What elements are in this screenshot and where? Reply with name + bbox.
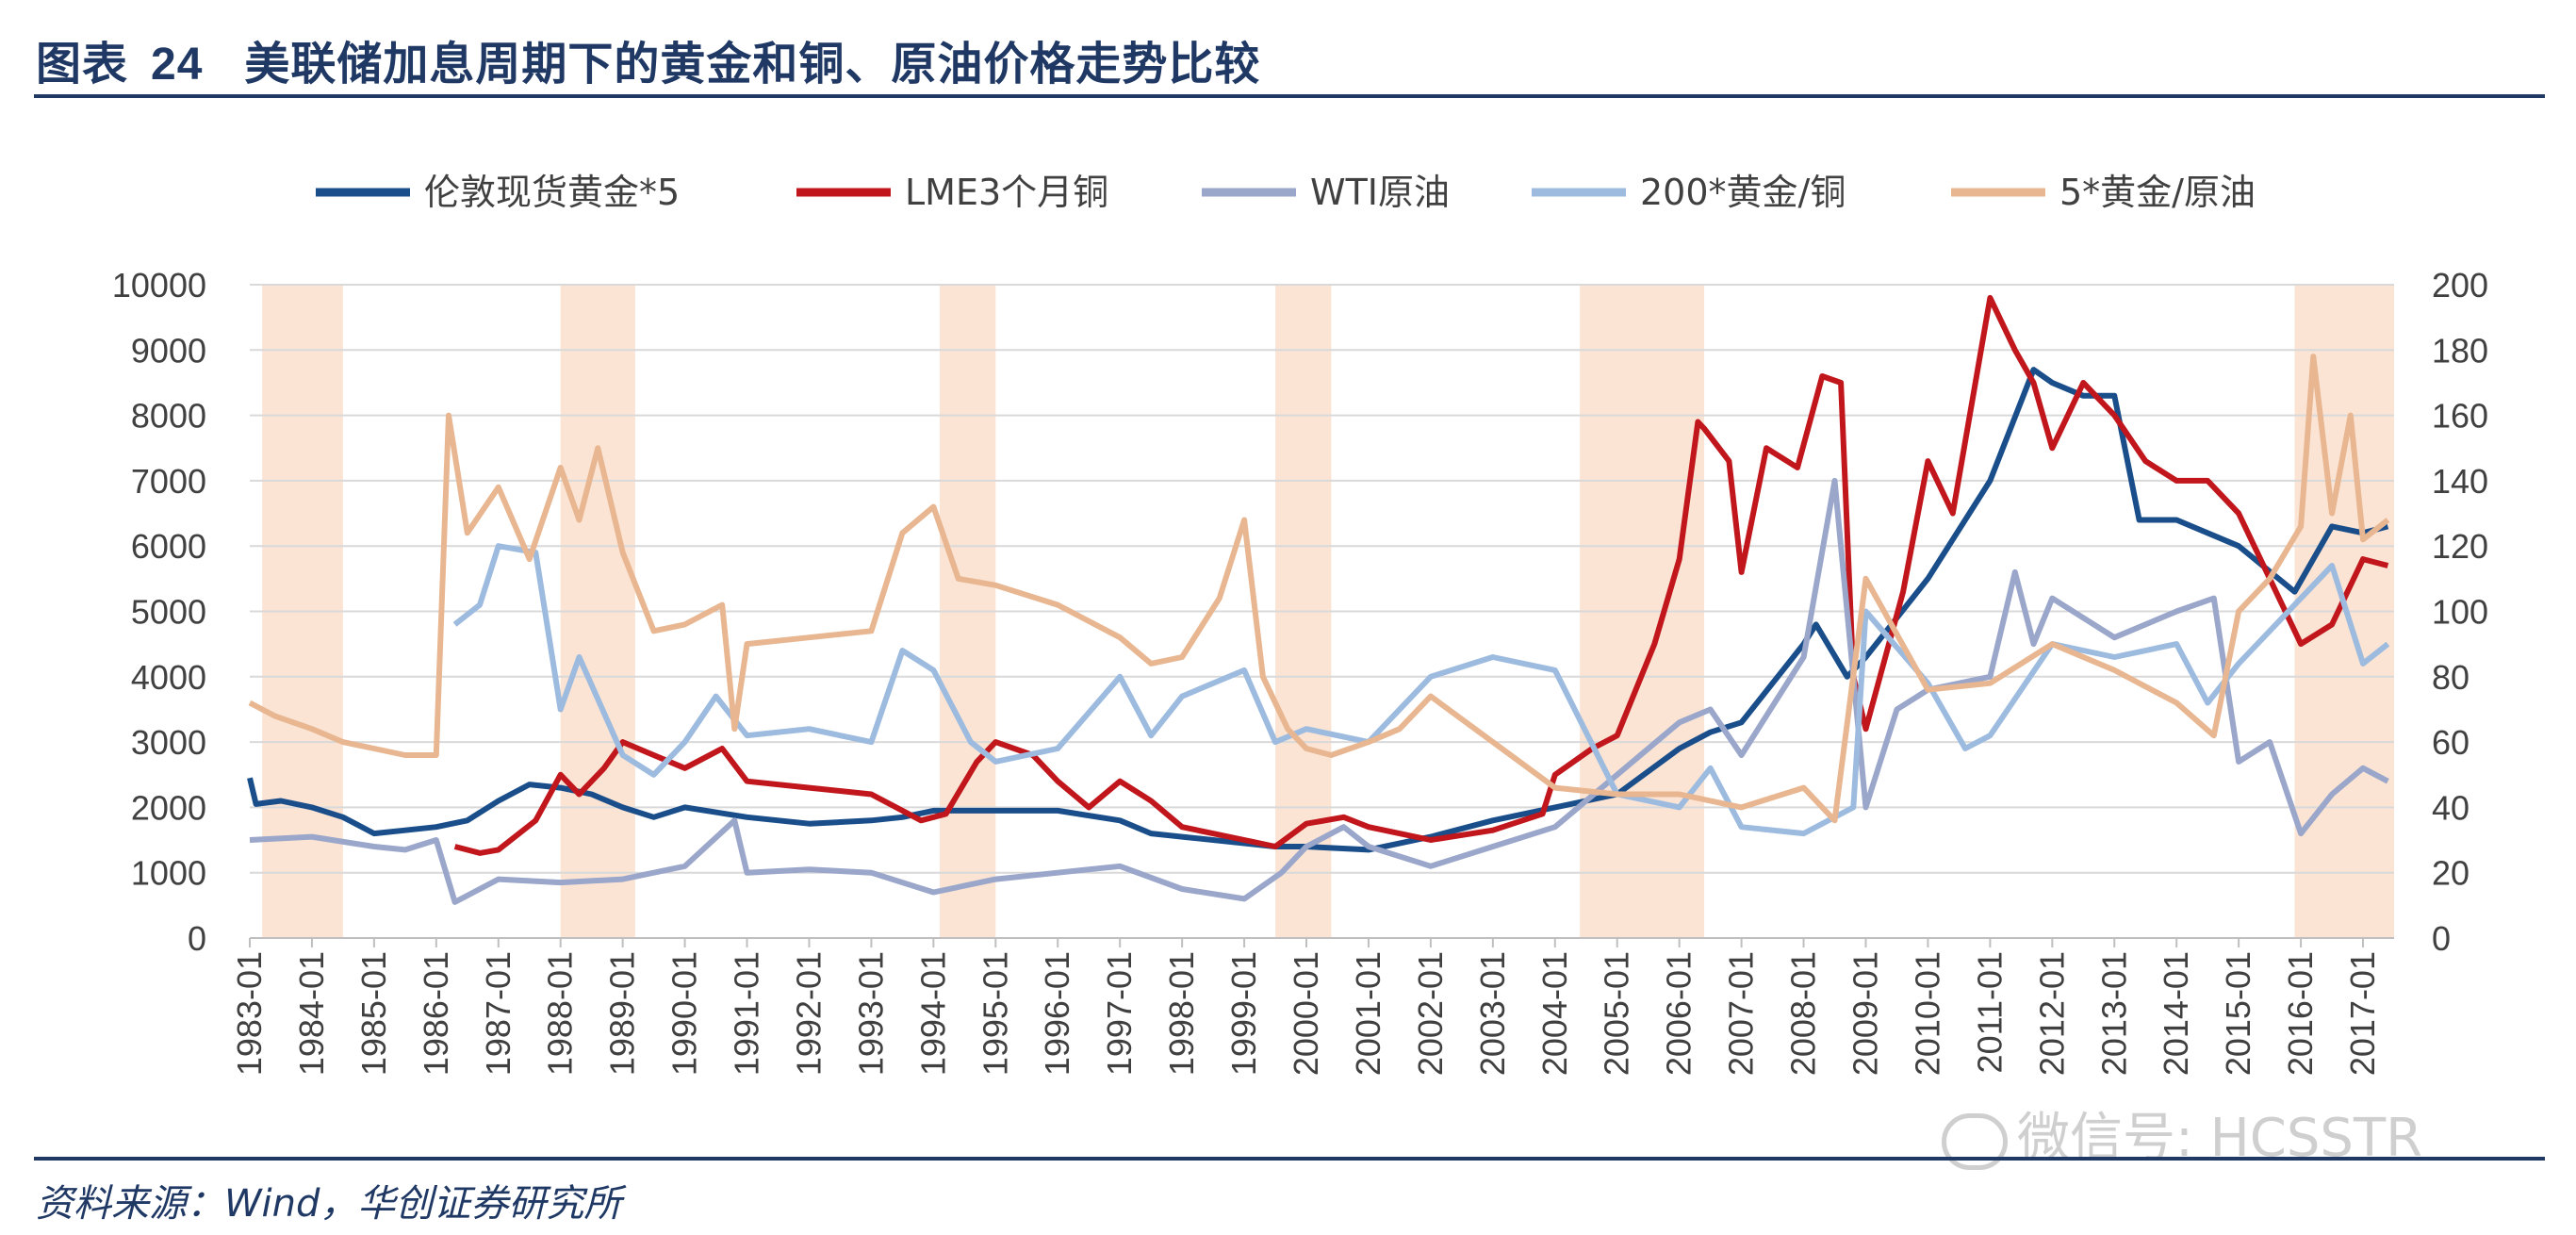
x-tick-9: 1992-01: [789, 951, 828, 1076]
x-tick-26: 2009-01: [1846, 951, 1884, 1076]
source-note: 资料来源：Wind，华创证券研究所: [36, 1182, 622, 1226]
y-right-tick-10: 200: [2432, 266, 2488, 305]
series-line-4: [452, 543, 2390, 837]
x-tick-28: 2011-01: [1970, 951, 2009, 1073]
x-tick-14: 1997-01: [1100, 951, 1139, 1076]
axes: 0100020003000400050006000700080009000100…: [112, 266, 2488, 1076]
y-left-tick-0: 0: [188, 919, 206, 958]
y-right-tick-7: 140: [2432, 462, 2488, 501]
y-left-tick-10: 10000: [112, 266, 206, 305]
y-right-tick-0: 0: [2432, 919, 2451, 958]
x-tick-24: 2007-01: [1722, 951, 1761, 1076]
legend-item-1: 伦敦现货黄金*5: [316, 172, 680, 213]
x-tick-7: 1990-01: [665, 951, 704, 1076]
x-tick-16: 1999-01: [1224, 951, 1263, 1076]
series-line-2: [453, 294, 2389, 856]
x-tick-13: 1996-01: [1038, 951, 1076, 1076]
x-tick-1: 1984-01: [292, 951, 331, 1076]
series-line-3: [249, 477, 2389, 905]
x-tick-8: 1991-01: [728, 951, 766, 1076]
y-left-tick-3: 3000: [131, 723, 206, 762]
figure-number: 24: [151, 40, 204, 90]
legend-item-2: LME3个月铜: [796, 172, 1108, 213]
legend-label-3: WTI原油: [1310, 172, 1450, 213]
x-tick-31: 2014-01: [2157, 951, 2195, 1076]
x-tick-12: 1995-01: [976, 951, 1014, 1076]
legend-item-3: WTI原油: [1202, 172, 1450, 213]
y-left-tick-5: 5000: [131, 593, 206, 632]
y-right-tick-2: 40: [2432, 788, 2469, 827]
x-tick-0: 1983-01: [230, 951, 269, 1076]
x-tick-29: 2012-01: [2032, 951, 2071, 1076]
legend-item-4: 200*黄金/铜: [1532, 172, 1846, 213]
y-right-tick-9: 180: [2432, 331, 2488, 370]
title-rule: [34, 94, 2545, 98]
x-tick-27: 2010-01: [1908, 951, 1946, 1076]
x-tick-6: 1989-01: [603, 951, 642, 1076]
legend-label-2: LME3个月铜: [905, 172, 1108, 213]
x-tick-5: 1988-01: [541, 951, 580, 1076]
legend-label-5: 5*黄金/原油: [2059, 172, 2256, 213]
series-line-5: [248, 354, 2390, 824]
y-left-tick-1: 1000: [131, 854, 206, 893]
x-tick-15: 1998-01: [1162, 951, 1201, 1076]
x-tick-4: 1987-01: [479, 951, 517, 1076]
x-tick-18: 2001-01: [1349, 951, 1387, 1076]
figure-prefix: 图表: [36, 38, 129, 91]
figure-title: 图表 24 美联储加息周期下的黄金和铜、原油价格走势比较: [36, 26, 1260, 92]
x-tick-10: 1993-01: [851, 951, 890, 1076]
x-tick-25: 2008-01: [1784, 951, 1823, 1076]
wechat-icon: [1942, 1112, 2008, 1170]
x-tick-21: 2004-01: [1535, 951, 1574, 1076]
x-tick-30: 2013-01: [2094, 951, 2133, 1076]
y-left-tick-4: 4000: [131, 658, 206, 697]
x-tick-2: 1985-01: [354, 951, 393, 1076]
legend-item-5: 5*黄金/原油: [1951, 172, 2256, 213]
y-right-tick-8: 160: [2432, 397, 2488, 436]
gridlines: [250, 284, 2394, 939]
y-right-tick-6: 120: [2432, 527, 2488, 566]
x-tick-11: 1994-01: [913, 951, 952, 1076]
x-tick-3: 1986-01: [417, 951, 455, 1076]
x-tick-23: 2006-01: [1660, 951, 1698, 1076]
y-right-tick-5: 100: [2432, 593, 2488, 632]
y-left-tick-8: 8000: [131, 397, 206, 436]
y-right-tick-4: 80: [2432, 658, 2469, 697]
legend-label-1: 伦敦现货黄金*5: [424, 172, 680, 213]
y-right-tick-1: 20: [2432, 854, 2469, 893]
series-lines: [247, 294, 2390, 905]
y-right-tick-3: 60: [2432, 723, 2469, 762]
y-left-tick-6: 6000: [131, 527, 206, 566]
x-tick-19: 2002-01: [1411, 951, 1450, 1076]
y-left-tick-9: 9000: [131, 331, 206, 370]
source-rule: [34, 1157, 2545, 1161]
x-tick-20: 2003-01: [1473, 951, 1512, 1076]
figure-title-text: 美联储加息周期下的黄金和铜、原油价格走势比较: [244, 38, 1261, 91]
y-left-tick-7: 7000: [131, 462, 206, 501]
x-tick-32: 2015-01: [2219, 951, 2257, 1076]
x-tick-22: 2005-01: [1598, 951, 1636, 1076]
x-tick-34: 2017-01: [2343, 951, 2382, 1076]
x-tick-33: 2016-01: [2281, 951, 2320, 1076]
x-tick-17: 2000-01: [1287, 951, 1325, 1076]
legend: 伦敦现货黄金*5 LME3个月铜 WTI原油 200*黄金/铜 5*黄金/原油: [316, 172, 2256, 213]
y-left-tick-2: 2000: [131, 788, 206, 827]
legend-label-4: 200*黄金/铜: [1640, 172, 1846, 213]
